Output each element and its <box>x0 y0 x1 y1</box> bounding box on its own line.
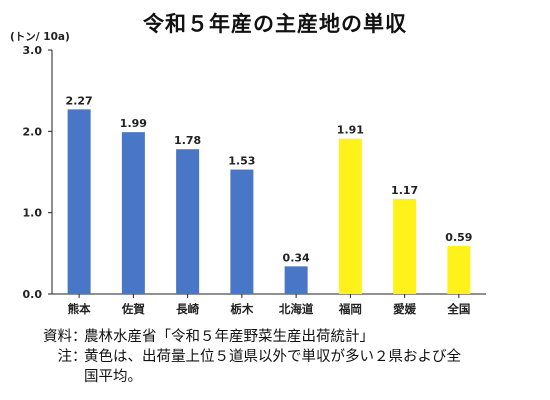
footnote-text-2: 国平均。 <box>84 369 142 385</box>
x-category-label: 福岡 <box>338 302 362 316</box>
x-category-label: 佐賀 <box>121 302 145 316</box>
footnote-continued: 国平均。 <box>12 367 542 387</box>
bar-value-label: 0.34 <box>283 251 310 264</box>
footnotes: 資料：農林水産省「令和５年産野菜生産出荷統計」 注：黄色は、出荷量上位５道県以外… <box>12 327 542 387</box>
x-category-label: 栃木 <box>230 302 253 316</box>
bar <box>67 109 91 294</box>
bar <box>121 132 145 294</box>
source-text: 農林水産省「令和５年産野菜生産出荷統計」 <box>84 329 374 345</box>
bar <box>176 149 200 294</box>
y-tick-label: 3.0 <box>23 44 43 57</box>
y-tick-label: 2.0 <box>23 125 43 138</box>
bars <box>67 109 471 294</box>
chart-title: 令和５年産の主産地の単収 <box>143 12 407 36</box>
footnote-label: 注 <box>57 349 73 365</box>
y-tick-label: 0.0 <box>23 288 43 301</box>
x-category-label: 熊本 <box>68 302 91 316</box>
footnote-text-1: 黄色は、出荷量上位５道県以外で単収が多い２県および全 <box>84 349 461 365</box>
labels: 2.27 熊本 1.99 佐賀 1.78 長崎 1.53 栃木 0.34 北海道 1.91 福岡 1.1… <box>66 94 473 316</box>
x-category-label: 北海道 <box>279 302 314 316</box>
y-tick-label: 1.0 <box>23 207 43 220</box>
bar-chart: 0.0 1.0 2.0 3.0(トン/ 10a) 2.27 熊本 1.99 佐賀 1.78 長崎… <box>10 31 486 316</box>
bar-value-label: 1.17 <box>391 184 418 197</box>
footnote: 注：黄色は、出荷量上位５道県以外で単収が多い２県および全 <box>12 347 542 367</box>
source-label: 資料 <box>43 329 72 345</box>
source-colon: ： <box>72 329 87 345</box>
footnote-colon: ： <box>72 349 87 365</box>
bar-value-label: 1.91 <box>337 124 364 137</box>
x-category-label: 長崎 <box>176 302 199 316</box>
x-category-label: 全国 <box>446 302 470 316</box>
source-note: 資料：農林水産省「令和５年産野菜生産出荷統計」 <box>12 327 542 347</box>
bar <box>393 198 417 294</box>
y-axis-label: (トン/ 10a) <box>10 31 70 43</box>
bar <box>284 266 308 294</box>
x-category-label: 愛媛 <box>393 302 416 316</box>
bar-value-label: 1.53 <box>228 155 255 168</box>
bar <box>338 138 362 294</box>
bar <box>447 246 471 294</box>
bar-value-label: 1.78 <box>174 134 201 147</box>
bar <box>230 169 254 294</box>
bar-value-label: 1.99 <box>120 117 147 130</box>
bar-value-label: 0.59 <box>445 231 472 244</box>
bar-value-label: 2.27 <box>66 94 93 107</box>
